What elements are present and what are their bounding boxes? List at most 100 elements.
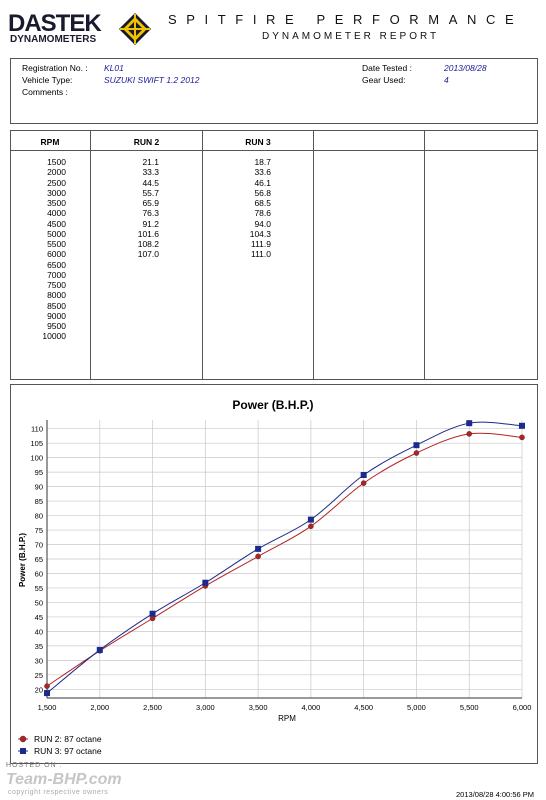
table-cell-rpm: 4500 [47,218,66,229]
y-tick-label: 110 [31,425,43,434]
table-header-divider [10,150,538,151]
table-cell-run3: 56.8 [254,187,271,198]
table-cell-rpm: 7000 [47,269,66,280]
table-cell-run2: 91.2 [142,218,159,229]
x-tick-label: 5,500 [460,703,479,712]
data-point-run2 [466,431,473,437]
table-cell-rpm: 9000 [47,310,66,321]
vehicle-type-label: Vehicle Type: [22,75,73,85]
chart-panel [10,384,538,764]
logo-subtext: DYNAMOMETERS [10,34,97,45]
legend-item-run3: RUN 3: 97 octane [18,746,102,756]
table-cell-run2: 76.3 [142,208,159,219]
data-point-run2 [519,434,525,441]
legend-square-marker-icon [18,748,28,754]
x-tick-label: 5,000 [407,703,426,712]
table-cell-rpm: 1500 [47,157,66,167]
y-tick-label: 65 [35,555,43,564]
date-tested-label: Date Tested : [362,63,412,73]
y-tick-label: 20 [35,685,43,694]
info-panel [10,58,538,124]
table-cell-run3: 46.1 [254,177,271,188]
x-tick-label: 4,000 [301,703,320,712]
table-cell-run3: 111.0 [250,249,271,260]
table-cell-run3: 68.5 [254,198,271,208]
data-point-run3 [44,690,50,697]
data-point-run2 [413,450,420,456]
comments-label: Comments : [22,87,68,97]
table-cell-rpm: 9500 [47,321,66,331]
y-axis-label: Power (B.H.P.) [18,533,27,587]
logo-text: DASTEK [8,10,102,37]
registration-value: KL01 [104,63,124,73]
table-header-run2: RUN 2 [133,137,160,147]
table-cell-run2: 21.1 [142,157,159,167]
dastek-logo-icon [119,13,151,45]
x-tick-label: 2,000 [90,703,109,712]
data-point-run3 [96,646,103,653]
report-title: SPITFIRE PERFORMANCE [168,12,524,27]
report-subtitle: DYNAMOMETER REPORT [262,31,440,42]
table-cell-run2: 33.3 [142,167,159,178]
y-tick-label: 85 [35,497,43,506]
rpm-column: 1500 2000 2500 3000 3500 4000 4500 5000 5500 6000… [10,157,66,342]
data-point-run3 [466,420,473,427]
x-tick-label: 3,500 [249,703,268,712]
watermark-copyright: copyright respective owners [8,789,109,796]
gear-used-label: Gear Used: [362,75,406,85]
table-cell-run3: 33.6 [254,167,271,178]
table-cell-rpm: 6000 [47,249,66,260]
table-cell-run3: 94.0 [254,218,271,229]
registration-label: Registration No. : [22,63,88,73]
y-tick-label: 105 [30,439,43,448]
table-cell-run2: 65.9 [142,198,159,208]
gear-used-value: 4 [444,75,449,85]
data-point-run3 [360,472,367,479]
legend-item-run2: RUN 2: 87 octane [18,734,102,744]
y-tick-label: 40 [35,627,43,636]
legend-circle-marker-icon [18,735,28,743]
table-cell-rpm: 4000 [47,208,66,219]
table-header-run3: RUN 3 [245,137,271,147]
table-cell-rpm: 8500 [47,300,66,311]
x-tick-label: 3,000 [196,703,215,712]
y-tick-label: 35 [35,642,43,651]
y-tick-label: 55 [35,584,43,593]
y-tick-label: 80 [35,512,43,521]
date-tested-value: 2013/08/28 [444,63,487,73]
table-cell-rpm: 10000 [42,331,66,342]
table-cell-run2: 108.2 [137,239,159,249]
table-cell-rpm: 2500 [47,177,66,188]
watermark-brand: Team-BHP.com [6,771,122,788]
table-cell-rpm: 3500 [47,198,66,208]
table-header-rpm: RPM [40,137,60,147]
table-cell-rpm: 2000 [47,167,66,178]
y-tick-label: 60 [35,569,43,578]
y-tick-label: 30 [35,656,43,665]
data-point-run3 [255,545,262,552]
legend-label-run3: RUN 3: 97 octane [34,746,102,756]
table-cell-run2: 55.7 [142,187,159,198]
x-tick-label: 1,500 [38,703,57,712]
data-point-run3 [307,516,314,523]
y-tick-label: 70 [35,541,43,550]
y-tick-label: 45 [35,613,43,622]
table-cell-run2: 101.6 [137,228,159,239]
table-cell-run3: 104.3 [249,228,271,239]
table-cell-rpm: 5500 [47,239,66,249]
y-tick-label: 50 [35,598,43,607]
table-cell-rpm: 3000 [47,187,66,198]
table-cell-run2: 107.0 [137,249,159,260]
run2-column: 21.1 33.3 44.5 55.7 65.9 76.3 91.2 101.6 108.2 10… [91,157,159,260]
table-cell-rpm: 8000 [47,290,66,301]
table-cell-run3: 111.9 [250,239,271,249]
chart-title: Power (B.H.P.) [232,398,314,412]
table-cell-rpm: 5000 [47,228,66,239]
series-line-run3 [46,421,523,694]
x-tick-label: 6,000 [513,703,532,712]
table-column-divider [202,131,203,379]
data-point-run3 [202,579,209,586]
data-point-run2 [44,683,50,689]
x-axis-label: RPM [278,714,296,723]
